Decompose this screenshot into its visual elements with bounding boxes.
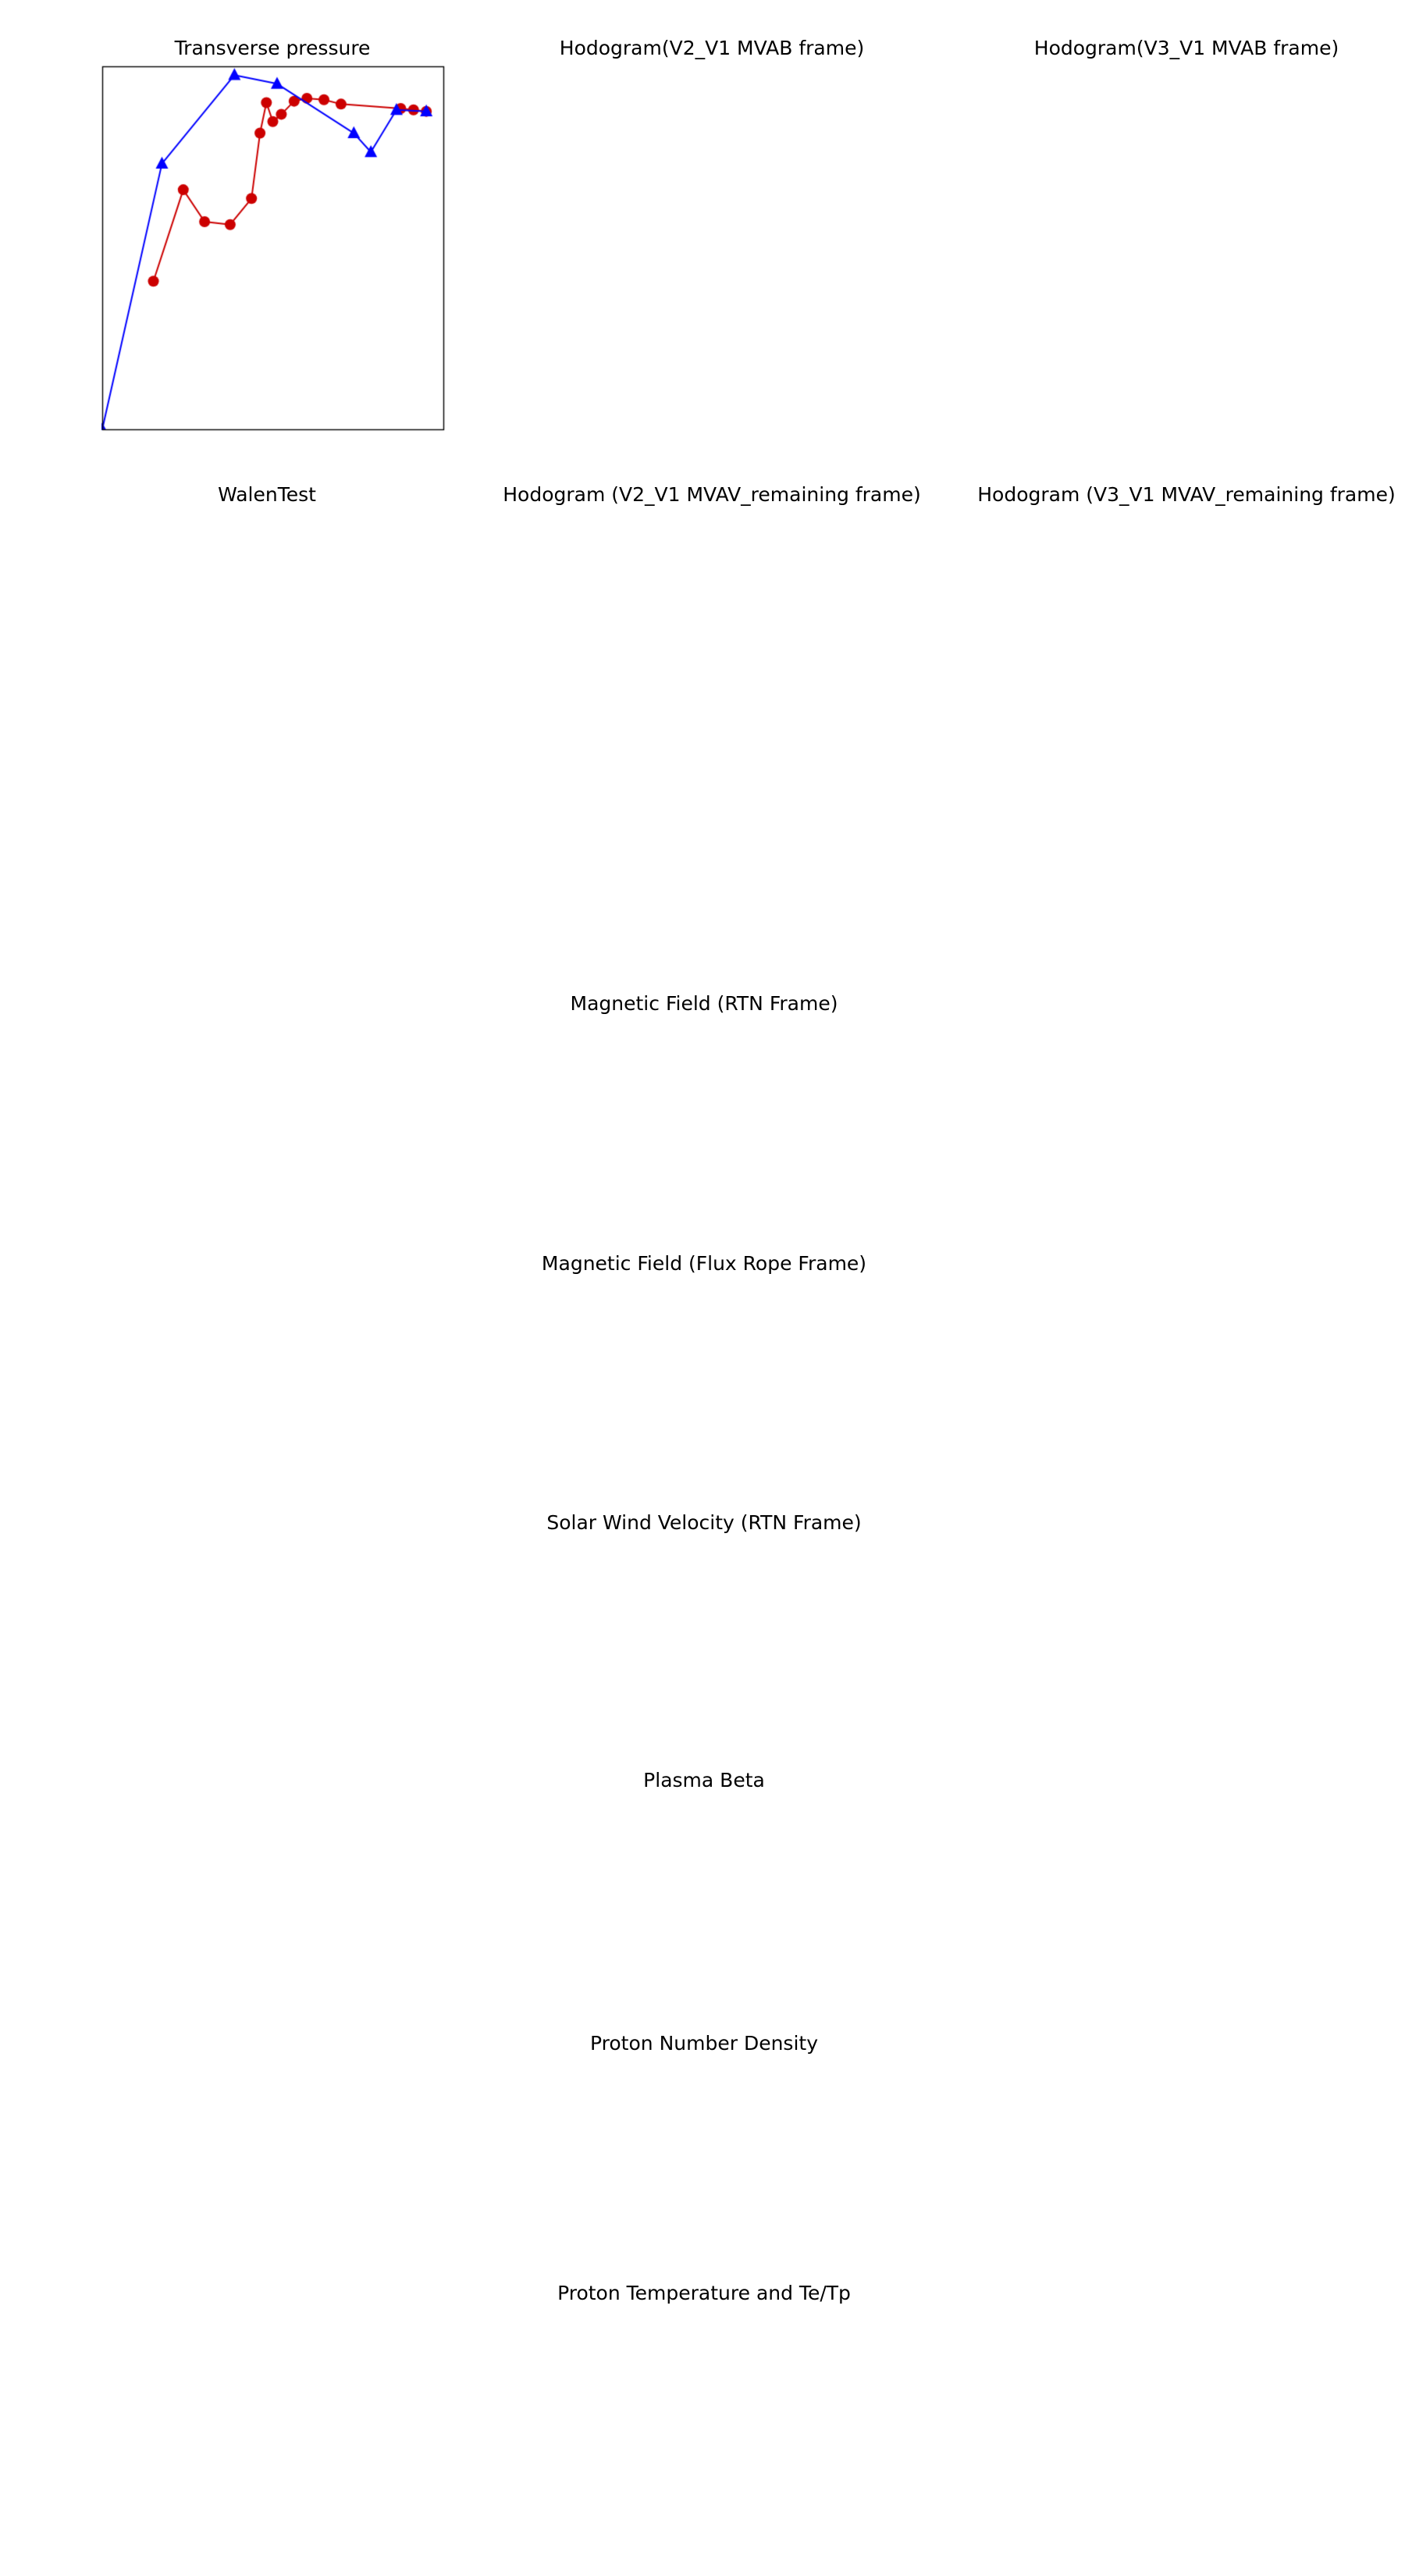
chart-title-walen-test: WalenTest (218, 483, 316, 506)
chart-title-mag-rtn: Magnetic Field (RTN Frame) (570, 992, 838, 1015)
chart-proton-temperature (0, 0, 234, 117)
chart-title-hodogram-v2v1-mvab: Hodogram(V2_V1 MVAB frame) (559, 37, 865, 59)
chart-title-hodogram-v3v1-mvav: Hodogram (V3_V1 MVAV_remaining frame) (977, 483, 1396, 506)
chart-title-hodogram-v3v1-mvab: Hodogram(V3_V1 MVAB frame) (1033, 37, 1339, 59)
chart-title-proton-temperature: Proton Temperature and Te/Tp (557, 2282, 851, 2304)
chart-title-hodogram-v2v1-mvav: Hodogram (V2_V1 MVAV_remaining frame) (503, 483, 921, 506)
chart-title-mag-fluxrope: Magnetic Field (Flux Rope Frame) (541, 1252, 867, 1275)
chart-title-proton-density: Proton Number Density (590, 2032, 818, 2055)
chart-title-vsw-rtn: Solar Wind Velocity (RTN Frame) (546, 1511, 862, 1534)
chart-title-transverse-pressure: Transverse pressure (174, 37, 371, 59)
chart-title-plasma-beta: Plasma Beta (643, 1769, 765, 1791)
